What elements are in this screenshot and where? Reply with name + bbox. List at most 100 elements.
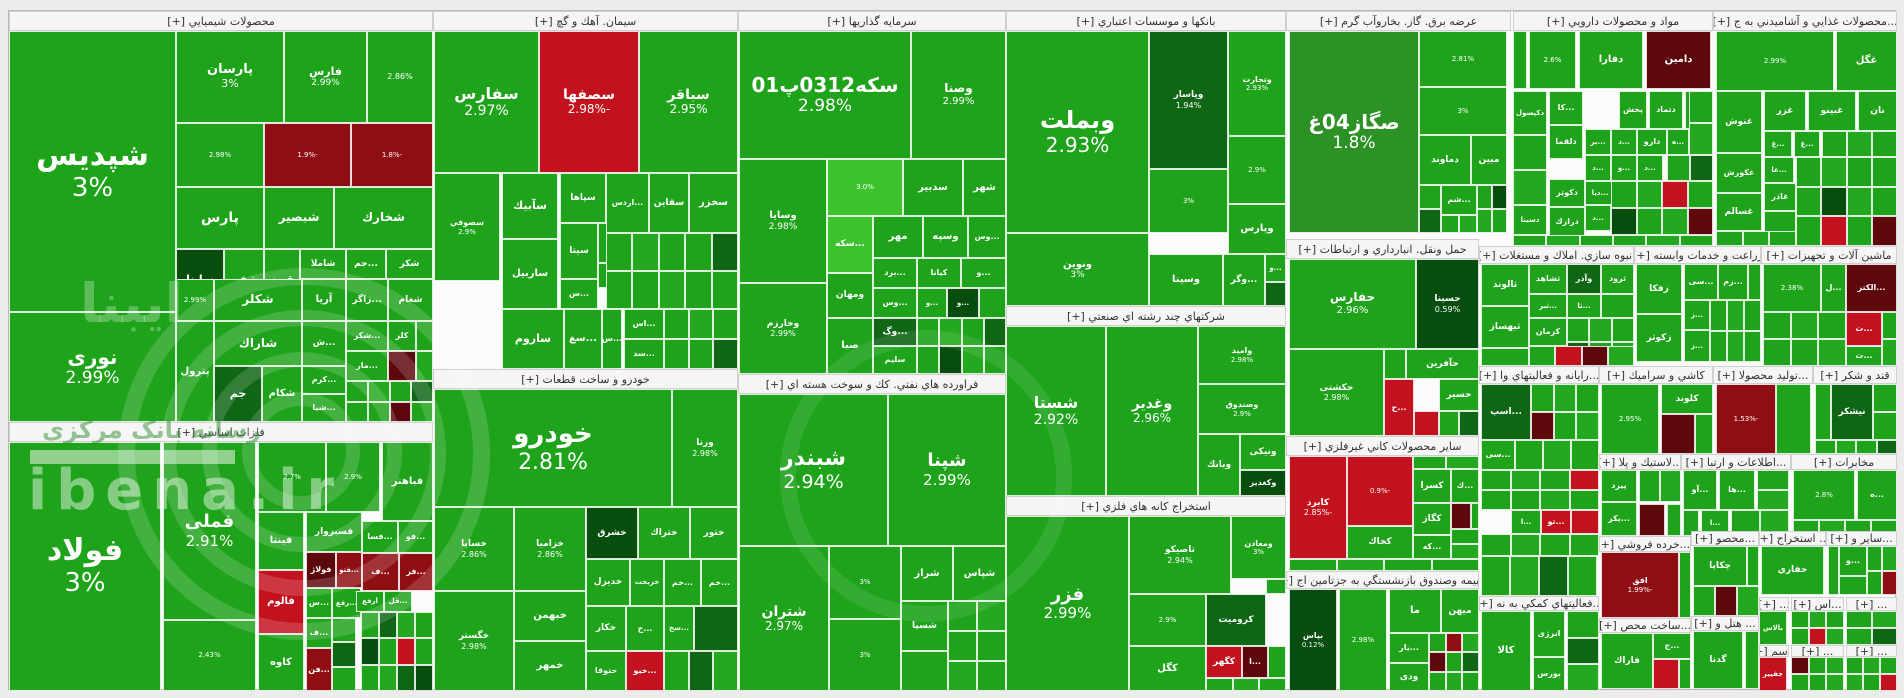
mosaic-tile[interactable] — [379, 612, 397, 639]
treemap-tile[interactable]: 3% — [829, 619, 901, 691]
treemap-tile[interactable]: ...ف — [362, 553, 399, 591]
sector-header[interactable]: ... [+] — [1791, 645, 1844, 657]
treemap-tile[interactable]: دکپسول — [1513, 91, 1547, 135]
mosaic-tile[interactable] — [361, 638, 379, 665]
mosaic-tile[interactable] — [1268, 646, 1286, 678]
mosaic-tile[interactable] — [948, 661, 977, 691]
treemap-tile[interactable]: ...ح — [1384, 379, 1414, 436]
treemap-tile[interactable]: کگاز — [1413, 503, 1451, 535]
treemap-tile[interactable]: ...س — [560, 279, 598, 309]
treemap-tile[interactable]: ...الکتر — [1846, 264, 1897, 312]
mosaic-tile[interactable] — [332, 642, 356, 667]
mosaic-tile[interactable] — [1679, 235, 1713, 246]
mosaic-tile[interactable] — [1553, 384, 1577, 412]
sector-header[interactable]: ...محصو [+] — [1691, 531, 1759, 546]
treemap-tile[interactable]: کرمان — [1529, 318, 1567, 346]
treemap-tile[interactable]: فباهنر — [382, 442, 433, 521]
mosaic-tile[interactable] — [1742, 231, 1770, 246]
mosaic-tile[interactable] — [388, 351, 416, 381]
treemap-tile[interactable]: -1.9% — [264, 123, 351, 187]
mosaic-tile[interactable] — [1846, 674, 1863, 691]
mosaic-tile[interactable] — [1763, 312, 1791, 339]
treemap-tile[interactable]: حسیر — [1439, 379, 1479, 411]
mosaic-tile[interactable] — [389, 381, 412, 402]
treemap-tile[interactable]: شهر — [963, 159, 1006, 216]
treemap-tile[interactable]: سقاین — [649, 173, 689, 233]
treemap-tile[interactable]: خکار — [586, 606, 626, 651]
treemap-tile[interactable]: فارس 2.99% — [284, 31, 367, 123]
mosaic-tile[interactable] — [1796, 157, 1822, 187]
treemap-tile[interactable]: ...ت — [1846, 312, 1882, 346]
mosaic-tile[interactable] — [1882, 546, 1897, 571]
mosaic-tile[interactable] — [1462, 671, 1479, 691]
treemap-tile[interactable]: ...و — [1265, 254, 1286, 282]
mosaic-tile[interactable] — [1481, 534, 1511, 556]
mosaic-tile[interactable] — [1451, 529, 1479, 544]
mosaic-tile[interactable] — [1611, 208, 1637, 235]
treemap-tile[interactable]: شپنا 2.99% — [888, 394, 1006, 546]
treemap-tile[interactable] — [1679, 659, 1691, 689]
treemap-tile[interactable]: شکام — [262, 366, 302, 422]
mosaic-tile[interactable] — [977, 601, 1006, 631]
treemap-tile[interactable] — [1667, 504, 1681, 536]
treemap-tile[interactable]: ودی — [1389, 663, 1429, 691]
treemap-tile[interactable]: شستا 2.92% — [1006, 326, 1106, 496]
treemap-tile[interactable]: ...اس — [624, 309, 664, 339]
treemap-tile[interactable]: جفییر — [1759, 657, 1787, 691]
mosaic-tile[interactable] — [1808, 674, 1827, 691]
treemap-tile[interactable]: وسپه — [923, 216, 968, 258]
sector-header[interactable]: سيمان. آهك و گچ [+] — [433, 11, 738, 31]
mosaic-tile[interactable] — [713, 309, 738, 339]
mosaic-tile[interactable] — [1569, 534, 1599, 556]
mosaic-tile[interactable] — [1882, 339, 1897, 366]
treemap-tile[interactable]: حفاري — [1761, 546, 1824, 595]
treemap-tile[interactable]: دارو — [1637, 129, 1667, 155]
treemap-tile[interactable]: خبهمن — [514, 591, 586, 641]
treemap-tile[interactable]: سكه0312پ01 2.98% — [739, 31, 911, 159]
treemap-tile[interactable]: ...وگ — [873, 318, 917, 346]
mosaic-tile[interactable] — [1790, 339, 1819, 366]
sector-header[interactable]: مواد و محصولات دارويي [+] — [1513, 11, 1713, 31]
treemap-tile[interactable]: غبینو — [1808, 91, 1856, 131]
treemap-tile[interactable]: 2.99% — [1716, 31, 1834, 91]
mosaic-tile[interactable] — [1576, 412, 1599, 440]
treemap-tile[interactable]: وبملت 2.93% — [1006, 31, 1149, 233]
treemap-tile[interactable]: خزامیا 2.86% — [514, 507, 586, 591]
treemap-tile[interactable]: شاراك — [214, 321, 302, 366]
treemap-tile[interactable]: حسینا 0.59% — [1416, 259, 1479, 349]
mosaic-tile[interactable] — [713, 339, 738, 369]
mosaic-tile[interactable] — [1882, 312, 1897, 339]
treemap-tile[interactable]: 2.8% — [1793, 470, 1855, 520]
sector-header[interactable]: ...بيمه وصندوق بازنشستگي به جزتامين اج [… — [1286, 571, 1479, 589]
treemap-tile[interactable]: 2.9% — [1129, 594, 1206, 646]
treemap-tile[interactable]: سلیم — [873, 346, 917, 374]
mosaic-tile[interactable] — [711, 271, 738, 309]
treemap-tile[interactable]: ...سی — [1684, 264, 1718, 300]
treemap-tile[interactable]: چکاپا — [1693, 546, 1747, 586]
mosaic-tile[interactable] — [948, 631, 977, 661]
treemap-tile[interactable]: نان — [1858, 91, 1897, 131]
treemap-tile[interactable]: ...خ — [626, 606, 664, 651]
treemap-tile[interactable]: فولاژ — [306, 552, 336, 588]
mosaic-tile[interactable] — [1744, 300, 1761, 331]
mosaic-tile[interactable] — [1384, 559, 1432, 571]
mosaic-tile[interactable] — [361, 612, 379, 639]
treemap-tile[interactable]: 3% — [829, 546, 901, 619]
sector-header[interactable]: ... استخراج [+] — [1759, 531, 1826, 546]
sector-header[interactable]: ...سایر و [+] — [1826, 531, 1897, 546]
sector-header[interactable]: فراورده هاي نفتي. كك و سوخت هسته اي [+] — [738, 374, 1006, 394]
mosaic-tile[interactable] — [1880, 674, 1897, 691]
treemap-tile[interactable]: ...اسپ — [1481, 384, 1531, 440]
treemap-tile[interactable]: خمهر — [514, 641, 586, 691]
treemap-tile[interactable]: غاذر — [1764, 183, 1796, 211]
mosaic-tile[interactable] — [1546, 235, 1580, 246]
treemap-tile[interactable] — [1679, 552, 1691, 618]
treemap-tile[interactable]: فملی 2.91% — [163, 442, 256, 620]
treemap-tile[interactable]: فولاد 3% — [9, 442, 161, 691]
treemap-tile[interactable]: ...سخ — [664, 606, 694, 651]
mosaic-tile[interactable] — [1611, 318, 1634, 342]
treemap-tile[interactable]: ونیکی — [1240, 434, 1286, 470]
treemap-tile[interactable]: ...د — [1585, 205, 1611, 231]
mosaic-tile[interactable] — [1429, 671, 1446, 691]
mosaic-tile[interactable] — [1871, 216, 1897, 246]
